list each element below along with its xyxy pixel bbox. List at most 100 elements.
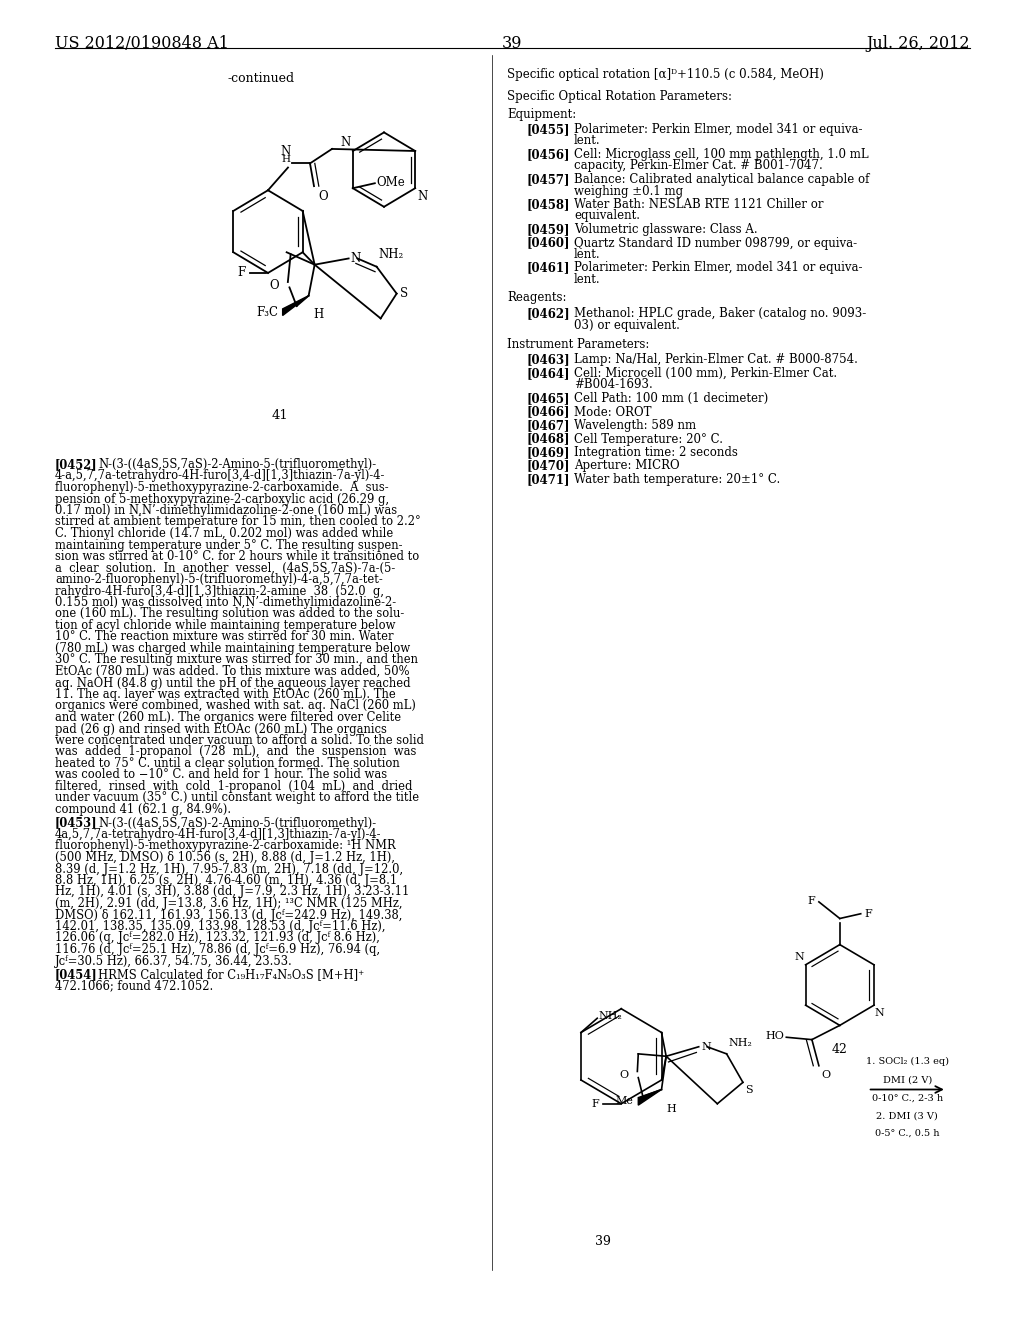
Text: sion was stirred at 0-10° C. for 2 hours while it transitioned to: sion was stirred at 0-10° C. for 2 hours… bbox=[55, 550, 419, 564]
Text: [0454]: [0454] bbox=[55, 968, 97, 981]
Text: (m, 2H), 2.91 (dd, J=13.8, 3.6 Hz, 1H); ¹³C NMR (125 MHz,: (m, 2H), 2.91 (dd, J=13.8, 3.6 Hz, 1H); … bbox=[55, 898, 402, 909]
Text: [0459]: [0459] bbox=[527, 223, 570, 236]
Text: and water (260 mL). The organics were filtered over Celite: and water (260 mL). The organics were fi… bbox=[55, 711, 401, 723]
Text: O: O bbox=[318, 190, 328, 203]
Text: 116.76 (d, Jᴄᶠ=25.1 Hz), 78.86 (d, Jᴄᶠ=6.9 Hz), 76.94 (q,: 116.76 (d, Jᴄᶠ=25.1 Hz), 78.86 (d, Jᴄᶠ=6… bbox=[55, 942, 380, 956]
Text: [0460]: [0460] bbox=[527, 236, 570, 249]
Text: 30° C. The resulting mixture was stirred for 30 min., and then: 30° C. The resulting mixture was stirred… bbox=[55, 653, 418, 667]
Text: 4-a,5,7,7a-tetrahydro-4H-furo[3,4-d][1,3]thiazin-7a-yl)-4-: 4-a,5,7,7a-tetrahydro-4H-furo[3,4-d][1,3… bbox=[55, 470, 385, 483]
Text: [0458]: [0458] bbox=[527, 198, 570, 211]
Text: 472.1066; found 472.1052.: 472.1066; found 472.1052. bbox=[55, 979, 213, 993]
Text: 10° C. The reaction mixture was stirred for 30 min. Water: 10° C. The reaction mixture was stirred … bbox=[55, 631, 393, 644]
Text: 11. The aq. layer was extracted with EtOAc (260 mL). The: 11. The aq. layer was extracted with EtO… bbox=[55, 688, 395, 701]
Text: Hz, 1H), 4.01 (s, 3H), 3.88 (dd, J=7.9, 2.3 Hz, 1H), 3.23-3.11: Hz, 1H), 4.01 (s, 3H), 3.88 (dd, J=7.9, … bbox=[55, 886, 410, 899]
Text: Water bath temperature: 20±1° C.: Water bath temperature: 20±1° C. bbox=[574, 473, 780, 486]
Text: 0.155 mol) was dissolved into N,N’-dimethylimidazoline-2-: 0.155 mol) was dissolved into N,N’-dimet… bbox=[55, 597, 396, 609]
Text: [0466]: [0466] bbox=[527, 405, 570, 418]
Text: [0470]: [0470] bbox=[527, 459, 570, 473]
Text: organics were combined, washed with sat. aq. NaCl (260 mL): organics were combined, washed with sat.… bbox=[55, 700, 416, 713]
Text: DMSO) δ 162.11, 161.93, 156.13 (d, Jᴄᶠ=242.9 Hz), 149.38,: DMSO) δ 162.11, 161.93, 156.13 (d, Jᴄᶠ=2… bbox=[55, 908, 402, 921]
Text: Methanol: HPLC grade, Baker (catalog no. 9093-: Methanol: HPLC grade, Baker (catalog no.… bbox=[574, 308, 866, 321]
Text: N: N bbox=[795, 953, 805, 962]
Text: lent.: lent. bbox=[574, 248, 601, 261]
Polygon shape bbox=[638, 1089, 662, 1105]
Text: 142.01, 138.35, 135.09, 133.98, 128.53 (d, Jᴄᶠ=11.6 Hz),: 142.01, 138.35, 135.09, 133.98, 128.53 (… bbox=[55, 920, 385, 933]
Text: Wavelength: 589 nm: Wavelength: 589 nm bbox=[574, 418, 696, 432]
Text: F: F bbox=[807, 896, 815, 906]
Text: [0463]: [0463] bbox=[527, 354, 570, 367]
Text: DMI (2 V): DMI (2 V) bbox=[883, 1076, 932, 1085]
Text: maintaining temperature under 5° C. The resulting suspen-: maintaining temperature under 5° C. The … bbox=[55, 539, 402, 552]
Text: Jᴄᶠ=30.5 Hz), 66.37, 54.75, 36.44, 23.53.: Jᴄᶠ=30.5 Hz), 66.37, 54.75, 36.44, 23.53… bbox=[55, 954, 293, 968]
Text: were concentrated under vacuum to afford a solid. To the solid: were concentrated under vacuum to afford… bbox=[55, 734, 424, 747]
Text: Volumetric glassware: Class A.: Volumetric glassware: Class A. bbox=[574, 223, 758, 236]
Text: Mode: OROT: Mode: OROT bbox=[574, 405, 651, 418]
Text: 8.8 Hz, 1H), 6.25 (s, 2H), 4.76-4.60 (m, 1H), 4.36 (d, J=8.1: 8.8 Hz, 1H), 6.25 (s, 2H), 4.76-4.60 (m,… bbox=[55, 874, 397, 887]
Text: compound 41 (62.1 g, 84.9%).: compound 41 (62.1 g, 84.9%). bbox=[55, 803, 231, 816]
Text: a  clear  solution.  In  another  vessel,  (4aS,5S,7aS)-7a-(5-: a clear solution. In another vessel, (4a… bbox=[55, 561, 395, 574]
Text: N: N bbox=[350, 252, 360, 265]
Text: Aperture: MICRO: Aperture: MICRO bbox=[574, 459, 680, 473]
Text: S: S bbox=[745, 1085, 753, 1094]
Text: 4a,5,7,7a-tetrahydro-4H-furo[3,4-d][1,3]thiazin-7a-yl)-4-: 4a,5,7,7a-tetrahydro-4H-furo[3,4-d][1,3]… bbox=[55, 828, 382, 841]
Text: Integration time: 2 seconds: Integration time: 2 seconds bbox=[574, 446, 738, 459]
Text: Quartz Standard ID number 098799, or equiva-: Quartz Standard ID number 098799, or equ… bbox=[574, 236, 857, 249]
Text: 8.39 (d, J=1.2 Hz, 1H), 7.95-7.83 (m, 2H), 7.18 (dd, J=12.0,: 8.39 (d, J=1.2 Hz, 1H), 7.95-7.83 (m, 2H… bbox=[55, 862, 403, 875]
Text: -continued: -continued bbox=[228, 73, 295, 84]
Text: HRMS Calculated for C₁₉H₁₇F₄N₅O₃S [M+H]⁺: HRMS Calculated for C₁₉H₁₇F₄N₅O₃S [M+H]⁺ bbox=[98, 968, 365, 981]
Text: one (160 mL). The resulting solution was added to the solu-: one (160 mL). The resulting solution was… bbox=[55, 607, 404, 620]
Text: Cell: Microglass cell, 100 mm pathlength, 1.0 mL: Cell: Microglass cell, 100 mm pathlength… bbox=[574, 148, 868, 161]
Text: (780 mL) was charged while maintaining temperature below: (780 mL) was charged while maintaining t… bbox=[55, 642, 411, 655]
Text: pad (26 g) and rinsed with EtOAc (260 mL) The organics: pad (26 g) and rinsed with EtOAc (260 mL… bbox=[55, 722, 387, 735]
Text: [0469]: [0469] bbox=[527, 446, 570, 459]
Text: F: F bbox=[591, 1098, 599, 1109]
Text: #B004-1693.: #B004-1693. bbox=[574, 379, 652, 392]
Text: S: S bbox=[399, 288, 408, 300]
Text: [0452]: [0452] bbox=[55, 458, 97, 471]
Text: Me: Me bbox=[615, 1097, 634, 1106]
Text: Specific optical rotation [α]ᴰ+110.5 (c 0.584, MeOH): Specific optical rotation [α]ᴰ+110.5 (c … bbox=[507, 69, 824, 81]
Text: 39: 39 bbox=[502, 36, 522, 51]
Text: Cell: Microcell (100 mm), Perkin-Elmer Cat.: Cell: Microcell (100 mm), Perkin-Elmer C… bbox=[574, 367, 838, 380]
Text: pension of 5-methoxypyrazine-2-carboxylic acid (26.29 g,: pension of 5-methoxypyrazine-2-carboxyli… bbox=[55, 492, 389, 506]
Text: Reagents:: Reagents: bbox=[507, 292, 566, 305]
Text: [0462]: [0462] bbox=[527, 308, 570, 321]
Text: [0453]: [0453] bbox=[55, 817, 97, 829]
Text: lent.: lent. bbox=[574, 135, 601, 148]
Text: H: H bbox=[666, 1104, 676, 1114]
Text: 42: 42 bbox=[831, 1043, 848, 1056]
Text: N-(3-((4aS,5S,7aS)-2-Amino-5-(trifluoromethyl)-: N-(3-((4aS,5S,7aS)-2-Amino-5-(trifluorom… bbox=[98, 817, 376, 829]
Text: Lamp: Na/Hal, Perkin-Elmer Cat. # B000-8754.: Lamp: Na/Hal, Perkin-Elmer Cat. # B000-8… bbox=[574, 354, 858, 367]
Text: [0465]: [0465] bbox=[527, 392, 570, 405]
Text: NH₂: NH₂ bbox=[729, 1038, 753, 1048]
Text: fluorophenyl)-5-methoxypyrazine-2-carboxamide.  A  sus-: fluorophenyl)-5-methoxypyrazine-2-carbox… bbox=[55, 480, 389, 494]
Text: C. Thionyl chloride (14.7 mL, 0.202 mol) was added while: C. Thionyl chloride (14.7 mL, 0.202 mol)… bbox=[55, 527, 393, 540]
Text: F₃C: F₃C bbox=[257, 306, 279, 318]
Text: Cell Temperature: 20° C.: Cell Temperature: 20° C. bbox=[574, 433, 723, 446]
Text: 2. DMI (3 V): 2. DMI (3 V) bbox=[877, 1111, 938, 1121]
Text: N: N bbox=[341, 136, 351, 149]
Text: N: N bbox=[874, 1007, 885, 1018]
Text: F: F bbox=[238, 267, 246, 280]
Text: capacity, Perkin-Elmer Cat. # B001-7047.: capacity, Perkin-Elmer Cat. # B001-7047. bbox=[574, 160, 822, 173]
Text: Cell Path: 100 mm (1 decimeter): Cell Path: 100 mm (1 decimeter) bbox=[574, 392, 768, 405]
Text: Polarimeter: Perkin Elmer, model 341 or equiva-: Polarimeter: Perkin Elmer, model 341 or … bbox=[574, 261, 862, 275]
Text: fluorophenyl)-5-methoxypyrazine-2-carboxamide: ¹H NMR: fluorophenyl)-5-methoxypyrazine-2-carbox… bbox=[55, 840, 395, 853]
Text: aq. NaOH (84.8 g) until the pH of the aqueous layer reached: aq. NaOH (84.8 g) until the pH of the aq… bbox=[55, 676, 411, 689]
Text: [0468]: [0468] bbox=[527, 433, 570, 446]
Text: O: O bbox=[821, 1069, 830, 1080]
Text: was  added  1-propanol  (728  mL),  and  the  suspension  was: was added 1-propanol (728 mL), and the s… bbox=[55, 746, 417, 759]
Text: weighing ±0.1 mg: weighing ±0.1 mg bbox=[574, 185, 683, 198]
Text: Water Bath: NESLAB RTE 1121 Chiller or: Water Bath: NESLAB RTE 1121 Chiller or bbox=[574, 198, 823, 211]
Text: Equipment:: Equipment: bbox=[507, 108, 577, 121]
Text: [0456]: [0456] bbox=[527, 148, 570, 161]
Text: [0461]: [0461] bbox=[527, 261, 570, 275]
Text: Specific Optical Rotation Parameters:: Specific Optical Rotation Parameters: bbox=[507, 90, 732, 103]
Text: Balance: Calibrated analytical balance capable of: Balance: Calibrated analytical balance c… bbox=[574, 173, 869, 186]
Text: 41: 41 bbox=[271, 409, 289, 422]
Text: 0.17 mol) in N,N’-dimethylimidazoline-2-one (160 mL) was: 0.17 mol) in N,N’-dimethylimidazoline-2-… bbox=[55, 504, 397, 517]
Text: lent.: lent. bbox=[574, 273, 601, 286]
Text: OMe: OMe bbox=[376, 176, 404, 189]
Text: stirred at ambient temperature for 15 min, then cooled to 2.2°: stirred at ambient temperature for 15 mi… bbox=[55, 516, 421, 528]
Text: [0467]: [0467] bbox=[527, 418, 570, 432]
